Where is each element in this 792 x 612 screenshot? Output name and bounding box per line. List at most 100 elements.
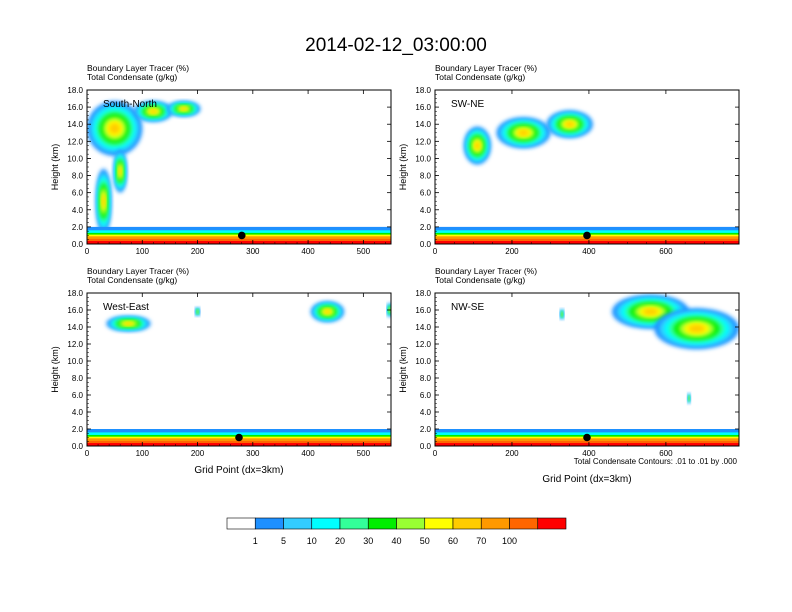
- y-tick-label: 10.0: [415, 357, 431, 366]
- y-tick-label: 12.0: [67, 137, 83, 146]
- panel-title-line: Boundary Layer Tracer (%): [435, 63, 537, 73]
- colorbar-swatch: [509, 517, 539, 530]
- tracer-blob: [109, 123, 121, 134]
- x-tick-label: 0: [85, 449, 90, 458]
- tracer-blob: [180, 107, 187, 111]
- y-tick-label: 4.0: [72, 408, 84, 417]
- panel-title-line: Boundary Layer Tracer (%): [435, 266, 537, 276]
- y-tick-label: 14.0: [415, 120, 431, 129]
- y-tick-label: 4.0: [420, 206, 432, 215]
- y-tick-label: 14.0: [67, 323, 83, 332]
- colorbar-swatch: [311, 517, 341, 530]
- colorbar-swatch: [254, 517, 284, 530]
- tracer-blob: [474, 141, 480, 150]
- location-marker: [583, 433, 591, 442]
- tracer-blob: [124, 322, 133, 326]
- y-tick-label: 6.0: [420, 189, 432, 198]
- y-axis-label: Height (km): [50, 346, 60, 393]
- tracer-field: [87, 101, 391, 244]
- y-tick-label: 10.0: [67, 357, 83, 366]
- tracer-blob: [324, 309, 331, 314]
- colorbar-swatch: [396, 517, 426, 530]
- y-tick-label: 8.0: [72, 374, 84, 383]
- y-tick-label: 16.0: [67, 306, 83, 315]
- x-tick-label: 200: [505, 449, 519, 458]
- y-tick-label: 18.0: [67, 289, 83, 298]
- y-tick-label: 16.0: [67, 103, 83, 112]
- tracer-blob: [561, 313, 563, 316]
- x-tick-label: 400: [301, 247, 315, 256]
- y-tick-label: 12.0: [415, 340, 431, 349]
- colorbar-label: 40: [391, 536, 401, 546]
- colorbar-label: 20: [335, 536, 345, 546]
- panel-title-line: Total Condensate (g/kg): [435, 275, 525, 285]
- plot-frame: [86, 292, 392, 447]
- y-tick-label: 18.0: [67, 86, 83, 95]
- y-tick-label: 16.0: [415, 103, 431, 112]
- y-tick-label: 8.0: [420, 374, 432, 383]
- colorbar-swatch: [424, 517, 454, 530]
- colorbar-swatch: [537, 517, 567, 530]
- y-tick-label: 8.0: [420, 172, 432, 181]
- panel-label: SW-NE: [451, 99, 484, 110]
- tracer-field: [435, 294, 739, 446]
- y-tick-label: 4.0: [420, 408, 432, 417]
- surface-band: [435, 443, 739, 446]
- y-tick-label: 6.0: [420, 391, 432, 400]
- panel-title-line: Boundary Layer Tracer (%): [87, 266, 189, 276]
- x-axis-label: Grid Point (dx=3km): [194, 465, 283, 476]
- y-tick-label: 0.0: [420, 442, 432, 451]
- location-marker: [237, 231, 246, 240]
- tracer-field: [435, 110, 739, 244]
- x-tick-label: 500: [357, 449, 371, 458]
- panel-title-line: Total Condensate (g/kg): [87, 72, 177, 82]
- colorbar-swatch: [339, 517, 369, 530]
- y-tick-label: 0.0: [72, 240, 84, 249]
- x-tick-label: 400: [301, 449, 315, 458]
- y-axis-label: Height (km): [398, 144, 408, 191]
- y-tick-label: 2.0: [72, 425, 84, 434]
- figure-title: 2014-02-12_03:00:00: [305, 35, 487, 56]
- colorbar-swatch: [283, 517, 313, 530]
- surface-band: [87, 241, 391, 244]
- x-tick-label: 400: [582, 247, 596, 256]
- x-tick-label: 300: [246, 247, 260, 256]
- surface-band: [435, 241, 739, 244]
- panel-label: South-North: [103, 99, 157, 110]
- tracer-blob: [102, 194, 106, 208]
- colorbar-swatch: [480, 517, 510, 530]
- x-tick-label: 100: [136, 247, 150, 256]
- colorbar-swatch: [226, 517, 256, 530]
- colorbar-label: 70: [476, 536, 486, 546]
- panel-title-line: Boundary Layer Tracer (%): [87, 63, 189, 73]
- y-tick-label: 4.0: [72, 206, 84, 215]
- x-tick-label: 500: [357, 247, 371, 256]
- y-axis-label: Height (km): [398, 346, 408, 393]
- colorbar-label: 1: [253, 536, 258, 546]
- y-tick-label: 10.0: [67, 154, 83, 163]
- contour-note: Total Condensate Contours: .01 to .01 by…: [574, 457, 738, 466]
- x-tick-label: 0: [433, 449, 438, 458]
- colorbar-swatch: [367, 517, 397, 530]
- x-tick-label: 600: [659, 247, 673, 256]
- plot-frame: [434, 89, 740, 245]
- y-axis-label: Height (km): [50, 144, 60, 191]
- y-tick-label: 14.0: [415, 323, 431, 332]
- colorbar-label: 100: [502, 536, 517, 546]
- colorbar-swatch: [452, 517, 482, 530]
- y-tick-label: 12.0: [415, 137, 431, 146]
- x-tick-label: 100: [136, 449, 150, 458]
- colorbar-label: 50: [420, 536, 430, 546]
- y-tick-label: 14.0: [67, 120, 83, 129]
- colorbar-label: 5: [281, 536, 286, 546]
- panel-title-line: Total Condensate (g/kg): [435, 72, 525, 82]
- x-tick-label: 0: [85, 247, 90, 256]
- location-marker: [235, 433, 243, 442]
- x-tick-label: 200: [191, 247, 205, 256]
- x-tick-label: 300: [246, 449, 260, 458]
- tracer-blob: [197, 310, 198, 313]
- tracer-field: [87, 301, 391, 446]
- panel-label: NW-SE: [451, 302, 484, 313]
- y-tick-label: 16.0: [415, 306, 431, 315]
